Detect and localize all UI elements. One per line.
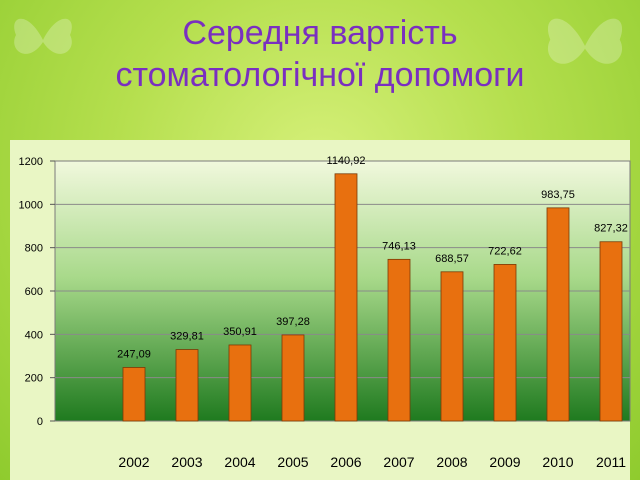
butterfly-decoration-left bbox=[14, 18, 72, 54]
butterfly-decoration-right bbox=[547, 18, 623, 64]
x-tick-label: 2006 bbox=[330, 454, 361, 470]
data-label: 247,09 bbox=[117, 348, 151, 360]
bar bbox=[387, 258, 411, 422]
x-tick-label: 2008 bbox=[436, 454, 467, 470]
title-line-2: стоматологічної допомоги bbox=[115, 56, 525, 94]
data-label: 746,13 bbox=[382, 240, 416, 252]
y-tick-label: 800 bbox=[25, 243, 43, 255]
bar bbox=[493, 264, 517, 422]
x-tick-label: 2009 bbox=[489, 454, 520, 470]
data-label: 1140,92 bbox=[327, 155, 366, 167]
x-tick-label: 2007 bbox=[383, 454, 414, 470]
x-tick-label: 2010 bbox=[542, 454, 573, 470]
data-label: 722,62 bbox=[488, 245, 522, 257]
data-label: 350,91 bbox=[223, 326, 257, 338]
bar bbox=[546, 207, 570, 422]
x-tick-label: 2003 bbox=[171, 454, 202, 470]
y-tick-label: 400 bbox=[25, 329, 43, 341]
data-label: 827,32 bbox=[594, 223, 628, 235]
title-line-1: Середня вартість bbox=[182, 14, 458, 52]
x-tick-label: 2002 bbox=[118, 454, 149, 470]
bar bbox=[599, 241, 623, 422]
bar bbox=[334, 173, 358, 422]
x-tick-label: 2011 bbox=[596, 454, 626, 470]
y-tick-label: 0 bbox=[37, 416, 43, 428]
x-tick-label: 2004 bbox=[224, 454, 255, 470]
data-label: 397,28 bbox=[276, 316, 310, 328]
y-tick-label: 1000 bbox=[19, 199, 43, 211]
bar bbox=[440, 271, 464, 422]
data-label: 983,75 bbox=[541, 189, 575, 201]
data-label: 688,57 bbox=[435, 253, 469, 265]
y-tick-label: 200 bbox=[25, 373, 43, 385]
y-tick-label: 1200 bbox=[19, 156, 43, 168]
bar bbox=[175, 349, 199, 422]
bar bbox=[281, 334, 305, 422]
slide-title: Середня вартість стоматологічної допомог… bbox=[0, 12, 640, 96]
x-tick-label: 2005 bbox=[277, 454, 308, 470]
y-tick-label: 600 bbox=[25, 286, 43, 298]
bar bbox=[228, 344, 252, 422]
data-label: 329,81 bbox=[170, 331, 204, 343]
bar bbox=[122, 367, 146, 422]
